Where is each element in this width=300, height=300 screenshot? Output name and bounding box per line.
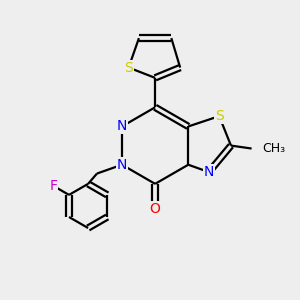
Text: N: N	[117, 119, 127, 134]
Text: O: O	[150, 202, 160, 216]
Text: N: N	[117, 158, 127, 172]
Text: N: N	[204, 165, 214, 179]
Text: CH₃: CH₃	[262, 142, 285, 155]
Text: S: S	[215, 109, 224, 123]
Text: S: S	[124, 61, 133, 75]
Text: F: F	[50, 179, 58, 193]
